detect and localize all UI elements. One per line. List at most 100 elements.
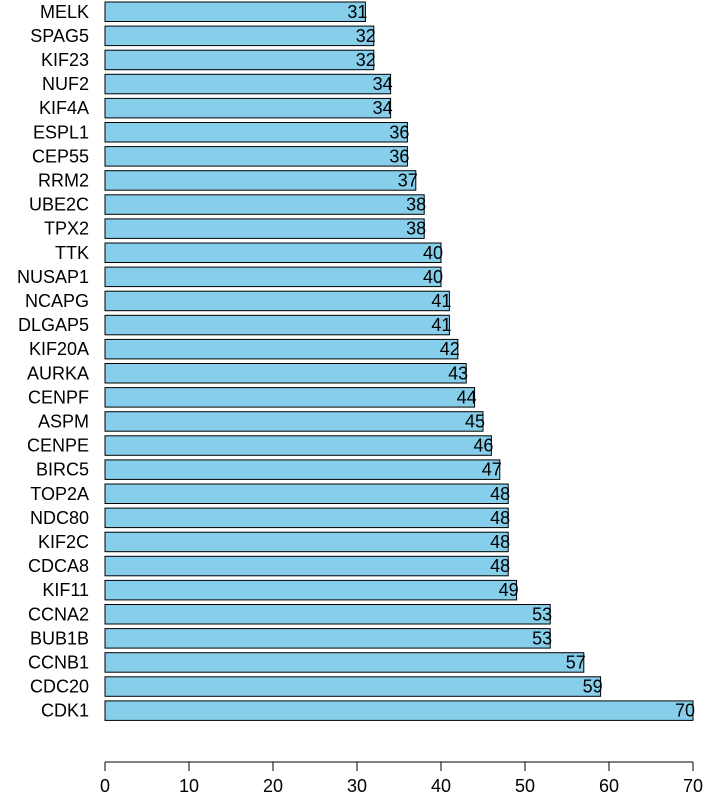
category-label: UBE2C — [29, 195, 89, 215]
category-label: ASPM — [38, 411, 89, 431]
bar-ttk — [104, 242, 442, 263]
bar-espl1 — [104, 122, 408, 143]
category-label: TOP2A — [30, 484, 89, 504]
category-label: NUSAP1 — [17, 267, 89, 287]
bar-spag5 — [104, 25, 375, 47]
category-label: KIF23 — [41, 50, 89, 70]
x-tick-label: 20 — [263, 776, 283, 796]
value-label: 53 — [532, 628, 552, 648]
bar-cdc20 — [104, 676, 602, 697]
value-label: 40 — [423, 267, 443, 287]
value-label: 42 — [440, 339, 460, 359]
value-label: 43 — [448, 363, 468, 383]
bar-melk — [104, 1, 366, 22]
value-label: 70 — [675, 701, 695, 721]
value-label: 46 — [473, 436, 493, 456]
value-label: 40 — [423, 243, 443, 263]
category-label: KIF4A — [39, 98, 89, 118]
category-label: MELK — [40, 2, 89, 22]
category-labels-group: MELK SPAG5 KIF23 NUF2 KIF4A ESPL1 CEP55 RRM2 UBE… — [17, 2, 89, 721]
value-labels-group: 31 32 32 34 34 36 36 37 38 38 40 40 41 41 42 43 44 45 46 47… — [347, 2, 695, 721]
bar-kif20a — [104, 338, 459, 360]
value-label: 49 — [499, 580, 519, 600]
bar-cdk1 — [104, 700, 694, 721]
category-label: TPX2 — [44, 219, 89, 239]
category-label: CEP55 — [32, 146, 89, 166]
bar-ccna2 — [104, 604, 551, 625]
value-label: 47 — [482, 460, 502, 480]
bar-cdca8 — [104, 555, 509, 577]
bar-ube2c — [104, 194, 425, 215]
value-label: 32 — [356, 50, 376, 70]
value-label: 59 — [583, 677, 603, 697]
category-label: ESPL1 — [33, 122, 89, 142]
bar-tpx2 — [104, 218, 425, 239]
bar-dlgap5 — [104, 314, 450, 336]
category-label: RRM2 — [38, 170, 89, 190]
category-label: CCNA2 — [28, 604, 89, 624]
value-label: 32 — [356, 26, 376, 46]
category-label: BUB1B — [30, 628, 89, 648]
bar-ccnb1 — [104, 652, 585, 673]
x-tick-label: 50 — [515, 776, 535, 796]
category-label: CENPF — [28, 387, 89, 407]
x-tick-label: 40 — [431, 776, 451, 796]
bar-top2a — [104, 483, 509, 504]
bar-kif11 — [104, 579, 518, 601]
category-label: NUF2 — [42, 74, 89, 94]
x-tick-label: 10 — [179, 776, 199, 796]
value-label: 34 — [373, 74, 393, 94]
value-label: 48 — [490, 484, 510, 504]
bars-group — [104, 1, 694, 721]
category-label: NDC80 — [30, 508, 89, 528]
x-tick-label: 70 — [683, 776, 703, 796]
value-label: 44 — [457, 387, 477, 407]
value-label: 48 — [490, 532, 510, 552]
bar-cep55 — [104, 146, 408, 167]
value-label: 48 — [490, 556, 510, 576]
bar-birc5 — [104, 459, 501, 480]
category-label: AURKA — [27, 363, 89, 383]
value-label: 31 — [347, 2, 367, 22]
value-label: 38 — [406, 219, 426, 239]
value-label: 36 — [389, 122, 409, 142]
x-tick-label: 0 — [100, 776, 110, 796]
bar-aspm — [104, 411, 484, 432]
bar-nuf2 — [104, 73, 392, 95]
category-label: DLGAP5 — [18, 315, 89, 335]
category-label: CDC20 — [30, 677, 89, 697]
bar-ndc80 — [104, 507, 509, 529]
category-label: CDK1 — [41, 701, 89, 721]
bar-bub1b — [104, 628, 551, 649]
bar-cenpf — [104, 387, 476, 408]
bar-kif2c — [104, 531, 509, 553]
bar-nusap1 — [104, 266, 442, 288]
category-label: CCNB1 — [28, 652, 89, 672]
value-label: 53 — [532, 604, 552, 624]
bar-kif4a — [104, 97, 392, 119]
category-label: KIF20A — [29, 339, 89, 359]
category-label: KIF2C — [38, 532, 89, 552]
category-label: SPAG5 — [30, 26, 89, 46]
category-label: CENPE — [27, 436, 89, 456]
value-label: 36 — [389, 146, 409, 166]
category-label: BIRC5 — [36, 460, 89, 480]
value-label: 57 — [566, 652, 586, 672]
category-label: TTK — [55, 243, 89, 263]
value-label: 48 — [490, 508, 510, 528]
bar-aurka — [104, 363, 467, 384]
bar-kif23 — [104, 49, 375, 71]
x-tick-label: 60 — [599, 776, 619, 796]
bar-ncapg — [104, 290, 450, 312]
bar-rrm2 — [104, 170, 417, 191]
category-label: KIF11 — [42, 580, 89, 600]
category-label: NCAPG — [25, 291, 89, 311]
bar-cenpe — [104, 435, 492, 456]
category-label: CDCA8 — [28, 556, 89, 576]
value-label: 34 — [373, 98, 393, 118]
value-label: 38 — [406, 195, 426, 215]
value-label: 37 — [398, 170, 418, 190]
value-label: 41 — [431, 315, 451, 335]
x-tick-label: 30 — [347, 776, 367, 796]
